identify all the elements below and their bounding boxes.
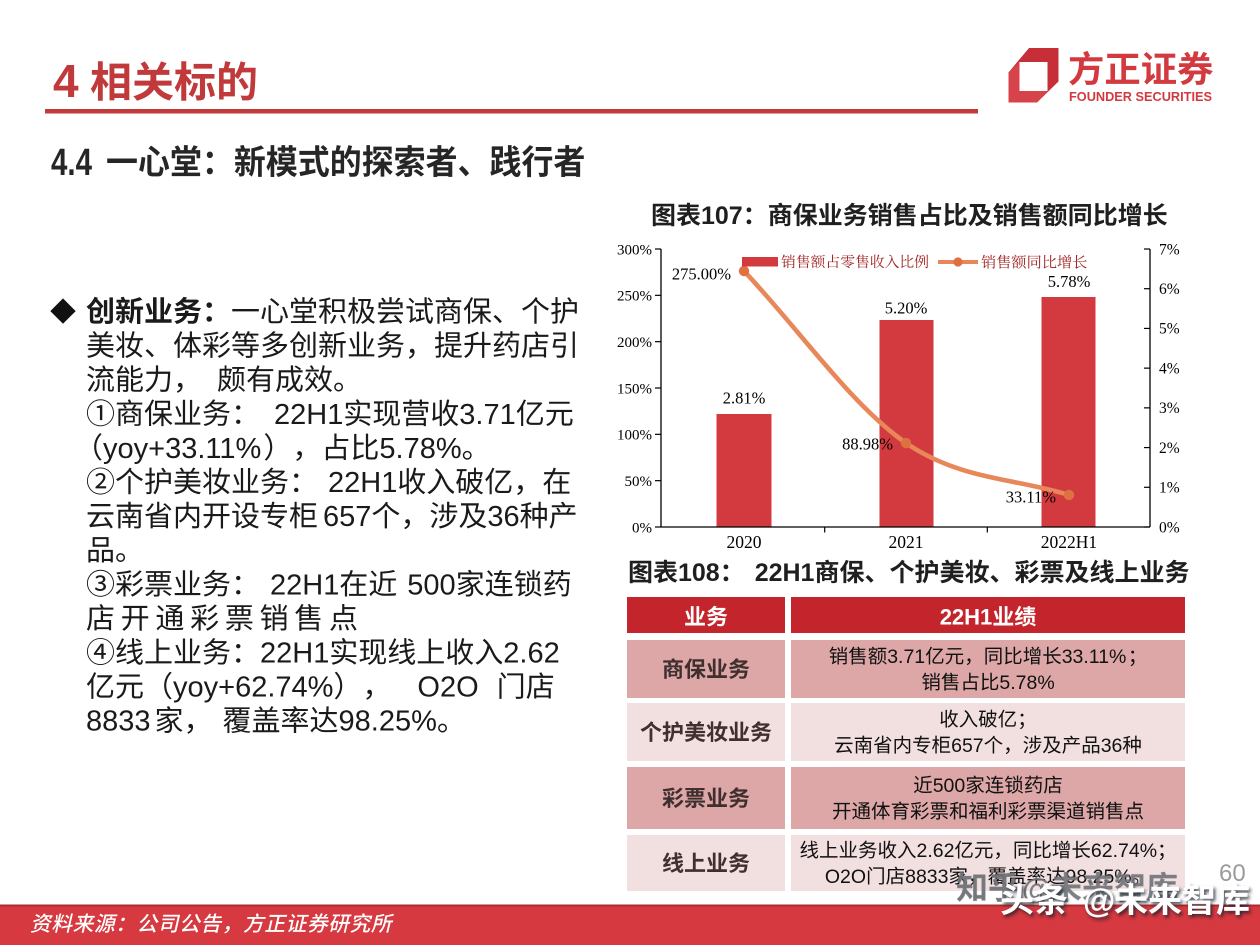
svg-text:62.74%: 62.74% [1091, 840, 1157, 862]
svg-text:200%: 200% [617, 335, 652, 351]
svg-text:36: 36 [1101, 735, 1123, 757]
svg-text:88.98%: 88.98% [842, 435, 893, 454]
svg-text:657: 657 [951, 735, 984, 757]
svg-text:3.71: 3.71 [887, 646, 925, 668]
svg-text:2.62: 2.62 [503, 638, 559, 670]
svg-text:150%: 150% [617, 381, 652, 397]
svg-text:2.62: 2.62 [917, 840, 955, 862]
svg-text:O2O: O2O [825, 866, 866, 888]
svg-text:98.25%: 98.25% [339, 706, 437, 738]
svg-text:33.11%: 33.11% [1006, 488, 1057, 507]
svg-text:5.20%: 5.20% [885, 299, 928, 318]
svg-text:4%: 4% [1159, 360, 1180, 377]
svg-text:60: 60 [1219, 860, 1246, 887]
svg-text:500: 500 [933, 775, 966, 797]
svg-text:500: 500 [407, 569, 455, 601]
svg-text:O2O: O2O [417, 672, 478, 704]
svg-text:5.78%: 5.78% [379, 433, 461, 465]
svg-text:22H1: 22H1 [940, 605, 993, 630]
svg-text:22H1: 22H1 [260, 638, 329, 670]
svg-text:3%: 3% [1159, 400, 1180, 417]
svg-text:108: 108 [678, 559, 720, 587]
svg-text:22H1: 22H1 [755, 559, 815, 587]
svg-text:@: @ [1083, 882, 1115, 919]
svg-text:2022H1: 2022H1 [1041, 532, 1097, 552]
svg-text:5%: 5% [1159, 321, 1180, 338]
svg-text:4: 4 [53, 55, 79, 107]
svg-text:yoy+33.11%: yoy+33.11% [103, 433, 261, 465]
svg-text:107: 107 [701, 202, 743, 230]
svg-text:657: 657 [323, 501, 371, 533]
svg-text:300%: 300% [617, 242, 652, 258]
svg-text:FOUNDER SECURITIES: FOUNDER SECURITIES [1069, 90, 1212, 104]
svg-text:22H1: 22H1 [270, 569, 339, 601]
svg-text:2020: 2020 [727, 532, 762, 552]
svg-text:36: 36 [487, 501, 519, 533]
svg-text:5.78%: 5.78% [999, 672, 1054, 694]
svg-text:275.00%: 275.00% [672, 265, 731, 284]
svg-text:2%: 2% [1159, 440, 1180, 457]
svg-text:8833: 8833 [905, 866, 948, 888]
svg-text:22H1: 22H1 [274, 399, 343, 431]
svg-text:100%: 100% [617, 428, 652, 444]
svg-text:22H1: 22H1 [328, 467, 397, 499]
svg-text:7%: 7% [1159, 241, 1180, 258]
svg-text:yoy+62.74%: yoy+62.74% [173, 672, 333, 704]
svg-text:0%: 0% [632, 520, 652, 536]
svg-text:250%: 250% [617, 289, 652, 305]
svg-text:50%: 50% [625, 474, 653, 490]
svg-text:33.11%: 33.11% [1062, 646, 1127, 668]
svg-text:1%: 1% [1159, 480, 1180, 497]
svg-text:8833: 8833 [86, 706, 151, 738]
svg-text:2.81%: 2.81% [723, 389, 766, 408]
svg-text:5.78%: 5.78% [1048, 272, 1091, 291]
svg-text:4.4: 4.4 [51, 142, 92, 184]
svg-text:0%: 0% [1159, 519, 1180, 536]
svg-text:6%: 6% [1159, 281, 1180, 298]
svg-text:3.71: 3.71 [459, 399, 515, 431]
svg-text:2021: 2021 [889, 532, 924, 552]
